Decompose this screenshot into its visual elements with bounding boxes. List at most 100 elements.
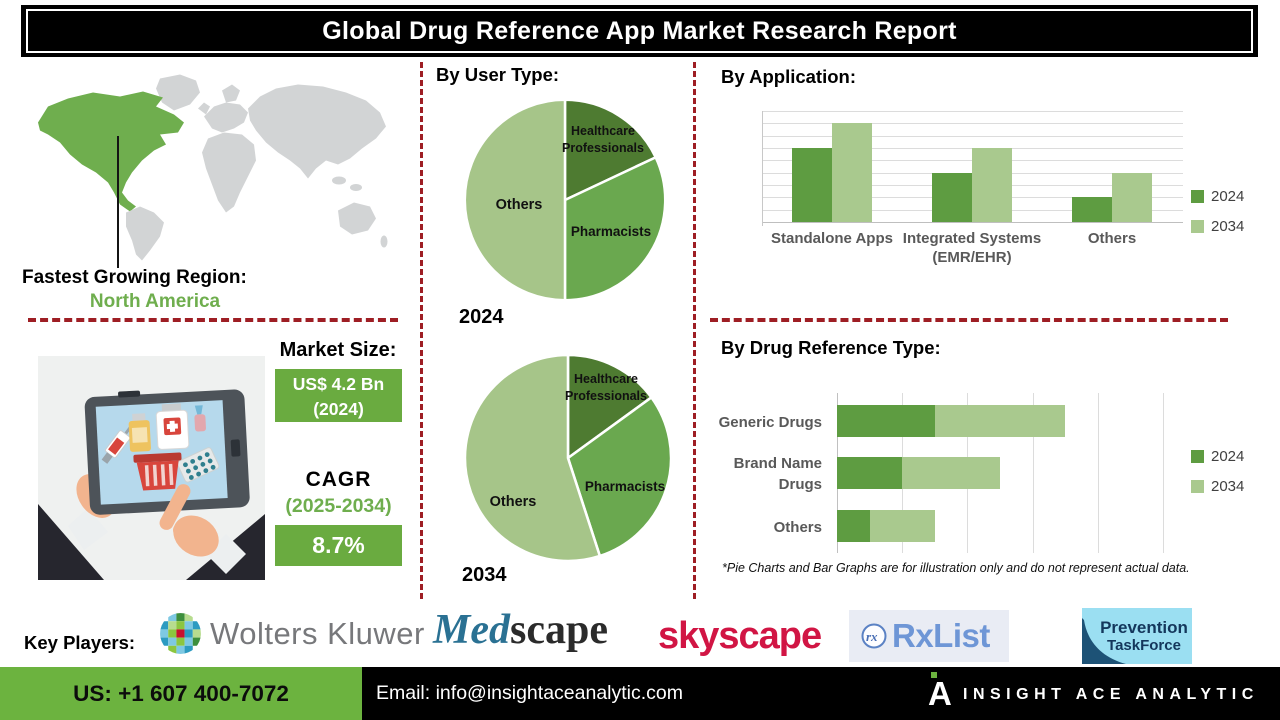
pie2-label-healthcare: Healthcare Professionals <box>565 372 647 403</box>
continent-africa <box>202 132 256 213</box>
gridline <box>762 222 1183 223</box>
medscape-logo: Medscape <box>433 609 608 651</box>
fastest-region-value: North America <box>89 291 221 312</box>
world-map <box>38 74 388 261</box>
island-sea-2 <box>350 184 362 191</box>
application-bar-chart <box>762 111 1183 226</box>
legend-entry-2034: 2034 <box>1191 478 1244 495</box>
divider-dashed-left <box>28 318 398 322</box>
pie1-label-healthcare: Healthcare Professionals <box>562 124 644 155</box>
legend-swatch-2034 <box>1191 220 1204 233</box>
market-size-value-box: US$ 4.2 Bn (2024) <box>275 369 402 422</box>
divider-dashed-vertical-left <box>420 62 423 599</box>
svg-text:rx: rx <box>866 629 878 644</box>
pie-slice-healthcare-professionals <box>566 353 653 460</box>
gridline <box>762 111 1183 112</box>
bar-standalone-apps-2024 <box>792 148 832 222</box>
spray-bottle-icon <box>194 405 206 432</box>
pie-slice-pharmacists <box>566 396 673 558</box>
insight-ace-logo-mark: A <box>928 675 952 712</box>
pie1-year-label: 2024 <box>459 306 504 328</box>
legend-label-2024: 2024 <box>1211 188 1245 205</box>
right-fist <box>173 515 219 557</box>
legend-swatch-2024 <box>1191 190 1204 203</box>
legend-entry-2024: 2024 <box>1191 448 1244 465</box>
legend-swatch-2034 <box>1191 480 1204 493</box>
pie-chart-2034 <box>463 353 673 563</box>
continent-europe <box>204 102 248 133</box>
divider-dashed-vertical-right <box>693 62 696 599</box>
island-japan <box>374 115 382 130</box>
footer-email: Email: info@insightaceanalytic.com <box>376 682 684 704</box>
wolters-kluwer-logo: Wolters Kluwer <box>158 611 425 656</box>
bar-integrated-systems-emr-ehr--2024 <box>932 172 972 222</box>
island-new-zealand <box>380 235 388 248</box>
pie-slice-others <box>463 98 567 302</box>
left-cuff <box>68 508 108 550</box>
pointing-finger <box>159 484 191 530</box>
pie-slice-healthcare-professionals <box>563 98 657 202</box>
knuckle-1 <box>173 524 185 536</box>
region-scandinavia <box>222 84 240 103</box>
blister-pack-icon <box>177 447 220 483</box>
ptf-text-taskforce: TaskForce <box>1107 637 1181 655</box>
title-border <box>26 9 1253 53</box>
title-bar: Global Drug Reference App Market Researc… <box>21 5 1258 57</box>
wolters-kluwer-text: Wolters Kluwer <box>210 615 425 651</box>
continent-asia <box>248 84 386 179</box>
rx-symbol-icon: rx <box>861 623 887 649</box>
pill-bottle-icon <box>155 403 190 450</box>
segment-brand-name-drugs-2024 <box>837 457 903 489</box>
gridline <box>1097 393 1099 553</box>
drug-type-bar-chart <box>837 393 1164 553</box>
wolters-kluwer-icon <box>160 613 201 654</box>
continent-north-america <box>38 91 184 212</box>
divider-dashed-right <box>710 318 1228 322</box>
legend-entry-2024: 2024 <box>1191 188 1244 205</box>
app-category-others: Others <box>1087 230 1137 247</box>
ptf-text-prevention: Prevention <box>1100 617 1188 637</box>
y-axis <box>762 111 763 226</box>
pie2-label-pharmacists: Pharmacists <box>584 479 666 494</box>
bar-others-2034 <box>1112 172 1152 222</box>
segment-others-2024 <box>837 510 870 542</box>
region-uk <box>198 102 210 115</box>
knuckle-2 <box>180 534 192 546</box>
gridline <box>762 135 1183 137</box>
market-size-value: US$ 4.2 Bn <box>292 374 385 394</box>
app-category-standalone: Standalone Apps <box>771 230 893 247</box>
tablet-top-button <box>118 390 141 398</box>
page-title: Global Drug Reference App Market Researc… <box>322 17 957 45</box>
segment-brand-name-drugs-2034 <box>902 457 1000 489</box>
bar-others-2024 <box>1072 197 1112 222</box>
section-title-application: By Application: <box>721 66 856 87</box>
left-sleeve <box>38 504 104 580</box>
pie2-label-others: Others <box>489 494 537 510</box>
fastest-region-label: Fastest Growing Region: <box>22 267 247 288</box>
insight-ace-logo-dot <box>931 672 937 678</box>
continent-australia <box>338 202 376 235</box>
pie2-year-label: 2034 <box>462 564 507 586</box>
cagr-value-box: 8.7% <box>275 525 402 566</box>
skyscape-logo: skyscape <box>658 615 822 657</box>
cagr-label: CAGR <box>305 468 372 491</box>
pie-chart-2024 <box>463 98 667 302</box>
gridline <box>1163 393 1164 553</box>
section-title-user-type: By User Type: <box>436 64 560 85</box>
rxlist-logo: rx RxList <box>849 610 1009 662</box>
section-title-drug-type: By Drug Reference Type: <box>721 337 941 358</box>
bar-standalone-apps-2034 <box>832 123 872 222</box>
gridline <box>762 123 1183 125</box>
market-size-year: (2024) <box>313 398 364 419</box>
knuckle-3 <box>188 543 200 555</box>
legend-entry-2034: 2034 <box>1191 218 1244 235</box>
drug-category-others: Others <box>773 519 822 536</box>
legend-swatch-2024 <box>1191 450 1204 463</box>
map-pointer-line <box>117 136 119 268</box>
continent-south-america <box>126 206 164 261</box>
cagr-period: (2025-2034) <box>285 495 392 517</box>
rxlist-text: RxList <box>892 617 990 654</box>
medscape-text-scape: scape <box>510 607 608 653</box>
pie1-label-pharmacists: Pharmacists <box>570 224 652 239</box>
pie-slice-pharmacists <box>563 156 667 302</box>
